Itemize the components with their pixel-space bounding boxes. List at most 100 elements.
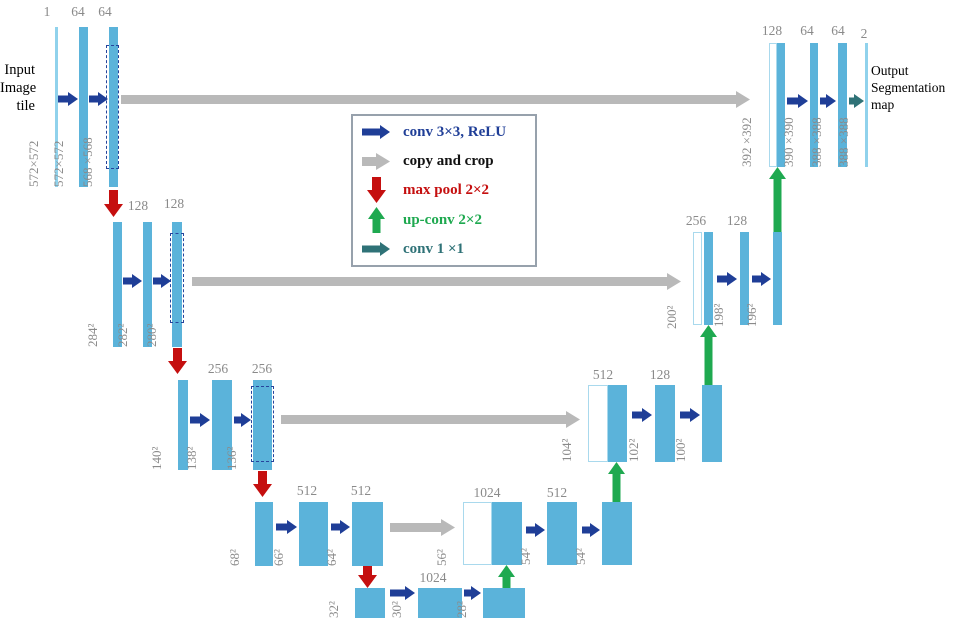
- feature-size-label: 68²: [227, 549, 242, 566]
- copy-crop-arrow: [390, 519, 455, 536]
- dec1-conv2-bar: [838, 43, 847, 167]
- feature-size-label: 572×572: [26, 140, 41, 187]
- enc1-conv2-bar: [109, 27, 118, 187]
- enc3-conv2-bar: [253, 380, 272, 470]
- feature-size-label: 282²: [115, 323, 130, 347]
- dec1-copy-bar: [769, 43, 777, 167]
- channel-count-label: 1024: [473, 485, 501, 500]
- feature-size-label: 100²: [673, 438, 688, 462]
- feature-size-label: 388 ×388: [809, 117, 824, 167]
- channel-count-label: 64: [98, 4, 112, 19]
- conv1x1-arrow: [849, 94, 864, 108]
- legend-item-upconv: up-conv 2×2: [353, 206, 535, 233]
- channel-count-label: 128: [726, 213, 748, 228]
- feature-size-label: 390 ×390: [781, 117, 796, 167]
- dec4-copy-bar: [463, 502, 492, 565]
- channel-count-label: 1: [43, 4, 51, 19]
- upconv-arrow-icon: [362, 206, 390, 233]
- enc4-pool-bar: [255, 502, 273, 566]
- feature-size-label: 56²: [434, 549, 449, 566]
- feature-size-label: 32²: [326, 601, 341, 618]
- upconv-arrow: [769, 167, 786, 232]
- feature-size-label: 284²: [85, 323, 100, 347]
- legend-item-pool: max pool 2×2: [353, 177, 535, 204]
- conv3x3-arrow: [820, 94, 836, 108]
- dec3-conv1-bar: [655, 385, 675, 462]
- dec3-copy-bar: [588, 385, 608, 462]
- feature-size-label: 54²: [573, 548, 588, 565]
- copy-crop-arrow: [121, 91, 750, 108]
- conv3x3-arrow: [190, 413, 210, 427]
- channel-count-label: 256: [207, 361, 229, 376]
- conv3x3-arrow: [276, 520, 297, 534]
- maxpool-arrow: [253, 471, 272, 497]
- legend-item-conv1: conv 1 ×1: [353, 236, 535, 263]
- legend-box: conv 3×3, ReLU copy and crop max pool 2×2 u…: [351, 114, 537, 267]
- conv3x3-arrow: [526, 523, 545, 537]
- feature-size-label: 138²: [184, 446, 199, 470]
- legend-item-conv: conv 3×3, ReLU: [353, 118, 535, 145]
- channel-count-label: 512: [350, 483, 372, 498]
- conv3x3-arrow: [331, 520, 350, 534]
- channel-count-label: 64: [831, 23, 845, 38]
- channel-count-label: 512: [296, 483, 318, 498]
- conv3x3-arrow: [680, 408, 700, 422]
- feature-size-label: 104²: [559, 438, 574, 462]
- feature-size-label: 30²: [389, 601, 404, 618]
- feature-size-label: 140²: [149, 446, 164, 470]
- enc4-conv1-bar: [299, 502, 328, 566]
- feature-size-label: 196²: [744, 303, 759, 327]
- input-label-line2: Image: [0, 80, 37, 96]
- conv1x1-arrow-icon: [362, 236, 390, 263]
- upconv-arrow: [498, 565, 515, 588]
- conv3x3-arrow: [717, 272, 737, 286]
- channel-count-label: 2: [860, 26, 868, 41]
- dec2-conv2-bar: [773, 232, 782, 325]
- bottom-conv2-bar: [483, 588, 525, 618]
- dec3-upconv-bar: [608, 385, 627, 462]
- input-tile-bar: [55, 27, 58, 187]
- feature-size-label: 66²: [271, 549, 286, 566]
- upconv-arrow: [608, 462, 625, 502]
- maxpool-arrow-icon: [362, 177, 390, 204]
- channel-count-label: 128: [127, 198, 149, 213]
- channel-count-label: 64: [71, 4, 85, 19]
- channel-count-label: 128: [761, 23, 783, 38]
- conv3x3-arrow: [464, 586, 481, 600]
- bottom-pool-bar: [355, 588, 385, 618]
- dec2-copy-bar: [693, 232, 702, 325]
- feature-size-label: 392 ×392: [739, 117, 754, 167]
- feature-size-label: 54²: [518, 548, 533, 565]
- dec1-upconv-bar: [777, 43, 785, 167]
- enc3-conv1-bar: [212, 380, 232, 470]
- legend-item-label: copy and crop: [403, 153, 494, 170]
- dec4-upconv-bar: [492, 502, 522, 565]
- channel-count-label: 1024: [419, 570, 447, 585]
- enc2-pool-bar: [113, 222, 122, 347]
- input-label-line1: Input: [4, 62, 35, 78]
- channel-count-label: 256: [685, 213, 707, 228]
- feature-size-label: 136²: [224, 446, 239, 470]
- dec3-conv2-bar: [702, 385, 722, 462]
- conv3x3-arrow: [787, 94, 808, 108]
- channel-count-label: 64: [800, 23, 814, 38]
- feature-size-label: 28²: [454, 601, 469, 618]
- copy-crop-arrow-icon: [362, 148, 390, 175]
- feature-size-label: 64²: [324, 549, 339, 566]
- input-image-tile-label: Input Image tile: [0, 61, 37, 115]
- conv3x3-arrow-icon: [362, 118, 390, 145]
- feature-size-label: 102²: [626, 438, 641, 462]
- feature-size-label: 280²: [144, 323, 159, 347]
- dec2-conv1-bar: [740, 232, 749, 325]
- conv3x3-arrow: [632, 408, 652, 422]
- legend-item-label: conv 3×3, ReLU: [403, 123, 507, 140]
- dec2-upconv-bar: [704, 232, 713, 325]
- output-map-bar: [865, 43, 868, 167]
- enc1-conv1-bar: [79, 27, 88, 187]
- conv3x3-arrow: [234, 413, 251, 427]
- enc2-conv1-bar: [143, 222, 152, 347]
- channel-count-label: 512: [592, 367, 614, 382]
- maxpool-arrow: [168, 348, 187, 374]
- feature-size-label: 388 ×388: [836, 117, 851, 167]
- maxpool-arrow: [104, 190, 123, 217]
